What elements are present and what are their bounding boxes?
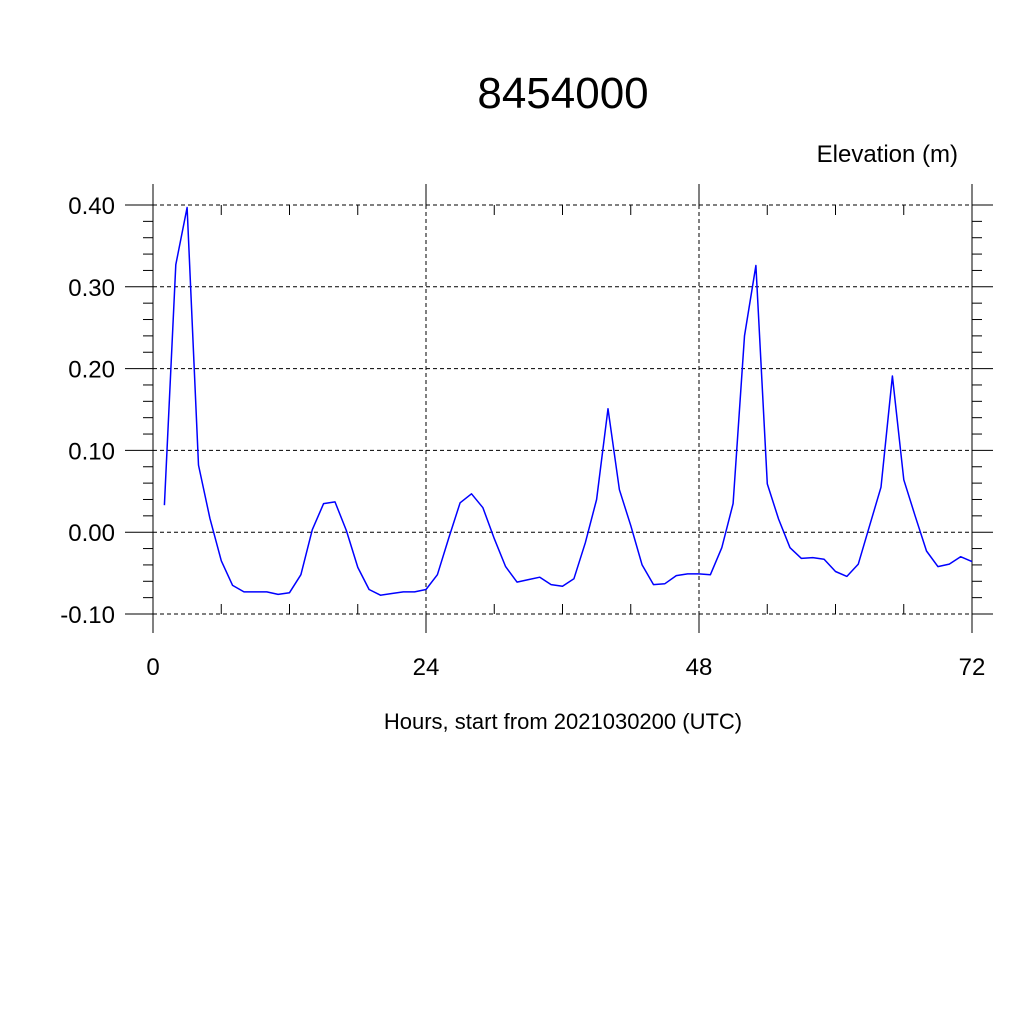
y-tick-label: 0.40 bbox=[68, 193, 115, 220]
y-axis-label: Elevation (m) bbox=[817, 141, 958, 168]
y-tick-label: -0.10 bbox=[60, 602, 115, 629]
y-tick-label: 0.00 bbox=[68, 520, 115, 547]
y-tick-label: 0.10 bbox=[68, 438, 115, 465]
x-tick-label: 0 bbox=[146, 654, 159, 681]
y-tick-label: 0.30 bbox=[68, 275, 115, 302]
y-tick-label: 0.20 bbox=[68, 357, 115, 384]
x-axis-label: Hours, start from 2021030200 (UTC) bbox=[384, 709, 742, 734]
plot-frame bbox=[152, 184, 973, 633]
chart-title: 8454000 bbox=[477, 69, 648, 118]
x-tick-label: 72 bbox=[959, 654, 986, 681]
grid-lines bbox=[153, 204, 972, 615]
series-layer bbox=[163, 206, 973, 596]
elevation-series-line bbox=[163, 206, 973, 596]
tick-labels: -0.10 0.00 0.10 0.20 0.30 0.40 0 24 48 72 bbox=[60, 193, 985, 681]
axis-ticks bbox=[125, 184, 993, 633]
x-tick-label: 48 bbox=[686, 654, 713, 681]
x-tick-label: 24 bbox=[413, 654, 440, 681]
